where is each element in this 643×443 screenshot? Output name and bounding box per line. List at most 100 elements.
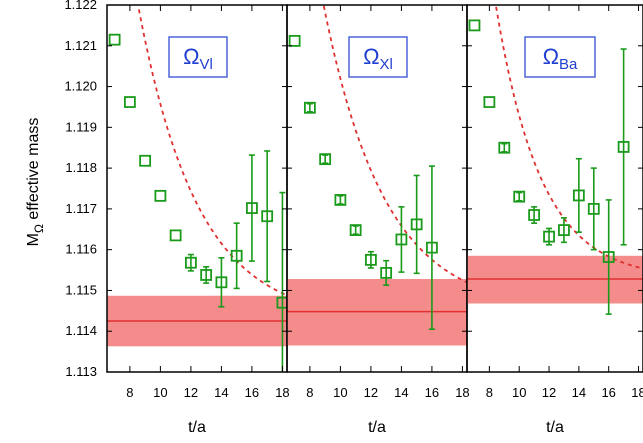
fit-curve (137, 5, 287, 297)
data-point (246, 154, 258, 262)
y-tick-label: 1.118 (65, 160, 97, 175)
point-marker (513, 190, 526, 203)
point-marker (184, 256, 197, 269)
data-point (334, 194, 347, 206)
y-tick-label: 1.115 (65, 282, 97, 297)
point-marker (246, 202, 258, 214)
point-marker (410, 218, 423, 231)
y-tick-label: 1.121 (64, 38, 97, 53)
data-point (528, 206, 541, 224)
point-marker (200, 269, 213, 281)
data-point (498, 141, 511, 154)
panel-label: ΩVl (183, 44, 213, 73)
x-tick-label: 16 (245, 385, 259, 400)
data-point (410, 174, 423, 275)
point-marker (528, 209, 541, 221)
panel-label: ΩBa (543, 44, 578, 73)
point-marker (230, 249, 243, 262)
data-point (261, 150, 274, 283)
data-point (319, 153, 332, 166)
data-point (184, 253, 197, 272)
point-marker (617, 141, 630, 153)
x-tick-label: 12 (184, 385, 198, 400)
data-point (303, 101, 316, 114)
point-marker (543, 230, 555, 243)
data-point (617, 48, 630, 246)
data-point (276, 191, 287, 372)
data-point (602, 199, 615, 315)
point-marker (380, 267, 393, 279)
data-point (380, 259, 393, 286)
data-point (483, 96, 496, 108)
panels: 8 10 12 14 16 18 t/a ΩVl 8 10 12 14 16 18 t/a ΩXl 8 10 12 1… (106, 4, 643, 436)
point-marker (587, 202, 600, 215)
y-axis-title: MΩ effective mass (25, 118, 46, 247)
x-tick-label: 10 (512, 385, 526, 400)
point-marker (602, 251, 615, 263)
data-point (123, 96, 136, 108)
x-axis-title: t/a (546, 419, 564, 436)
data-point (395, 206, 408, 273)
x-tick-label: 10 (153, 385, 167, 400)
data-point (349, 224, 362, 236)
point-marker (319, 153, 332, 166)
x-tick-label: 18 (455, 385, 469, 400)
data-point (200, 265, 213, 284)
y-tick-label: 1.120 (64, 79, 97, 94)
point-marker (349, 224, 362, 236)
point-marker (498, 141, 511, 154)
point-marker (483, 96, 496, 108)
point-marker (276, 296, 287, 309)
data-point (572, 157, 585, 233)
x-axis-title: t/a (188, 419, 206, 436)
x-tick-label: 12 (542, 385, 556, 400)
point-marker (303, 101, 316, 114)
data-point (558, 217, 570, 244)
x-tick-label: 12 (364, 385, 378, 400)
panel-frame (466, 4, 643, 373)
point-marker (261, 210, 274, 223)
data-point (139, 154, 152, 167)
point-marker (426, 241, 438, 254)
panel-label-box (524, 36, 596, 78)
data-point (587, 167, 600, 251)
x-tick-label: 8 (306, 385, 313, 400)
point-marker (139, 154, 152, 167)
point-marker (364, 253, 377, 266)
data-point (108, 33, 121, 46)
point-marker (468, 19, 481, 32)
y-tick-label: 1.117 (65, 201, 97, 216)
point-marker (154, 189, 167, 202)
panel-2: 8 10 12 14 16 18 t/a ΩXl (286, 4, 470, 436)
x-tick-label: 14 (214, 385, 228, 400)
x-tick-label: 10 (333, 385, 347, 400)
panel-1: 8 10 12 14 16 18 t/a ΩVl (106, 4, 290, 436)
x-tick-label: 18 (275, 385, 289, 400)
data-point (154, 189, 167, 202)
point-marker (334, 194, 347, 206)
point-marker (572, 189, 585, 202)
point-marker (395, 233, 408, 246)
y-tick-label: 1.114 (65, 323, 97, 338)
y-axis-title-main: M (25, 233, 42, 246)
x-tick-label: 14 (394, 385, 408, 400)
x-tick-label: 18 (631, 385, 643, 400)
x-tick-label: 14 (572, 385, 586, 400)
data-point (513, 190, 526, 203)
point-marker (215, 276, 228, 289)
data-point (426, 165, 438, 330)
data-point (215, 257, 228, 308)
fit-curve (322, 5, 467, 284)
point-marker (108, 33, 121, 46)
point-marker (123, 96, 136, 108)
data-point (169, 229, 182, 242)
x-tick-label: 16 (425, 385, 439, 400)
y-axis-title-rest: effective mass (25, 118, 42, 224)
x-tick-label: 16 (601, 385, 615, 400)
panel-3: 8 10 12 14 16 18 t/a ΩBa (466, 4, 643, 436)
data-point (364, 250, 377, 269)
y-tick-label: 1.113 (65, 364, 97, 379)
y-axis-ticks: 1.113 1.114 1.115 1.116 1.117 1.118 1.119 1.120… (64, 0, 97, 379)
data-point (288, 34, 301, 47)
x-tick-label: 8 (126, 385, 133, 400)
